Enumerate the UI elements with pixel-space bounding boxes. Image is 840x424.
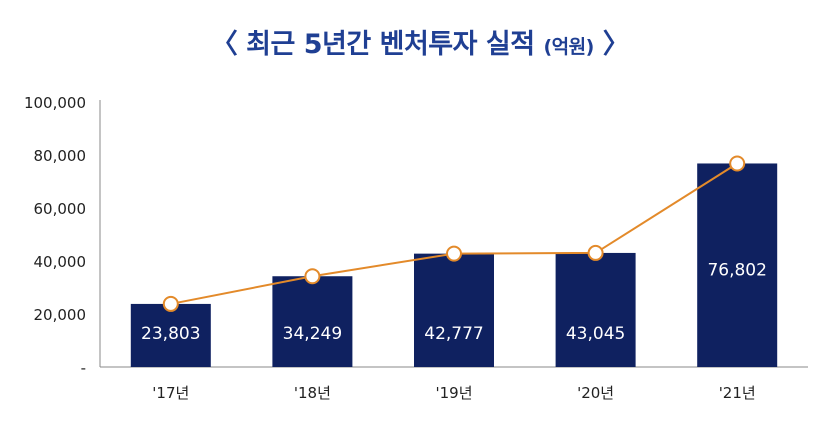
bar-value-label: 76,802 bbox=[707, 260, 766, 280]
x-tick-label: '18년 bbox=[294, 384, 331, 402]
bar-value-label: 34,249 bbox=[283, 324, 342, 344]
title-bracket-close: 〉 bbox=[602, 29, 630, 60]
x-tick-label: '21년 bbox=[719, 384, 756, 402]
bar bbox=[130, 303, 211, 367]
bar-value-label: 23,803 bbox=[141, 324, 200, 344]
trend-point bbox=[162, 295, 179, 312]
bar bbox=[272, 276, 353, 367]
y-tick-label: 40,000 bbox=[34, 253, 87, 271]
y-tick-label: 60,000 bbox=[34, 200, 87, 218]
trend-point bbox=[729, 155, 746, 172]
bar bbox=[555, 252, 636, 367]
title-text: 〈 최근 5년간 벤처투자 실적 bbox=[210, 29, 535, 60]
title-unit: (억원) bbox=[543, 36, 594, 58]
x-tick-label: '20년 bbox=[577, 384, 614, 402]
bar bbox=[414, 253, 494, 367]
y-tick-label: 100,000 bbox=[24, 94, 86, 112]
y-tick-label: - bbox=[81, 359, 86, 377]
trend-point bbox=[587, 244, 604, 261]
trend-point bbox=[446, 245, 462, 262]
bar bbox=[697, 163, 778, 367]
y-tick-label: 80,000 bbox=[34, 147, 87, 165]
x-tick-label: '17년 bbox=[152, 384, 189, 402]
bar-value-label: 43,045 bbox=[566, 324, 625, 344]
bar-value-label: 42,777 bbox=[424, 324, 483, 344]
chart-title: 〈 최근 5년간 벤처투자 실적 (억원) 〉 bbox=[0, 22, 840, 61]
y-tick-label: 20,000 bbox=[34, 306, 87, 324]
x-tick-label: '19년 bbox=[435, 384, 472, 402]
trend-point bbox=[304, 268, 321, 285]
